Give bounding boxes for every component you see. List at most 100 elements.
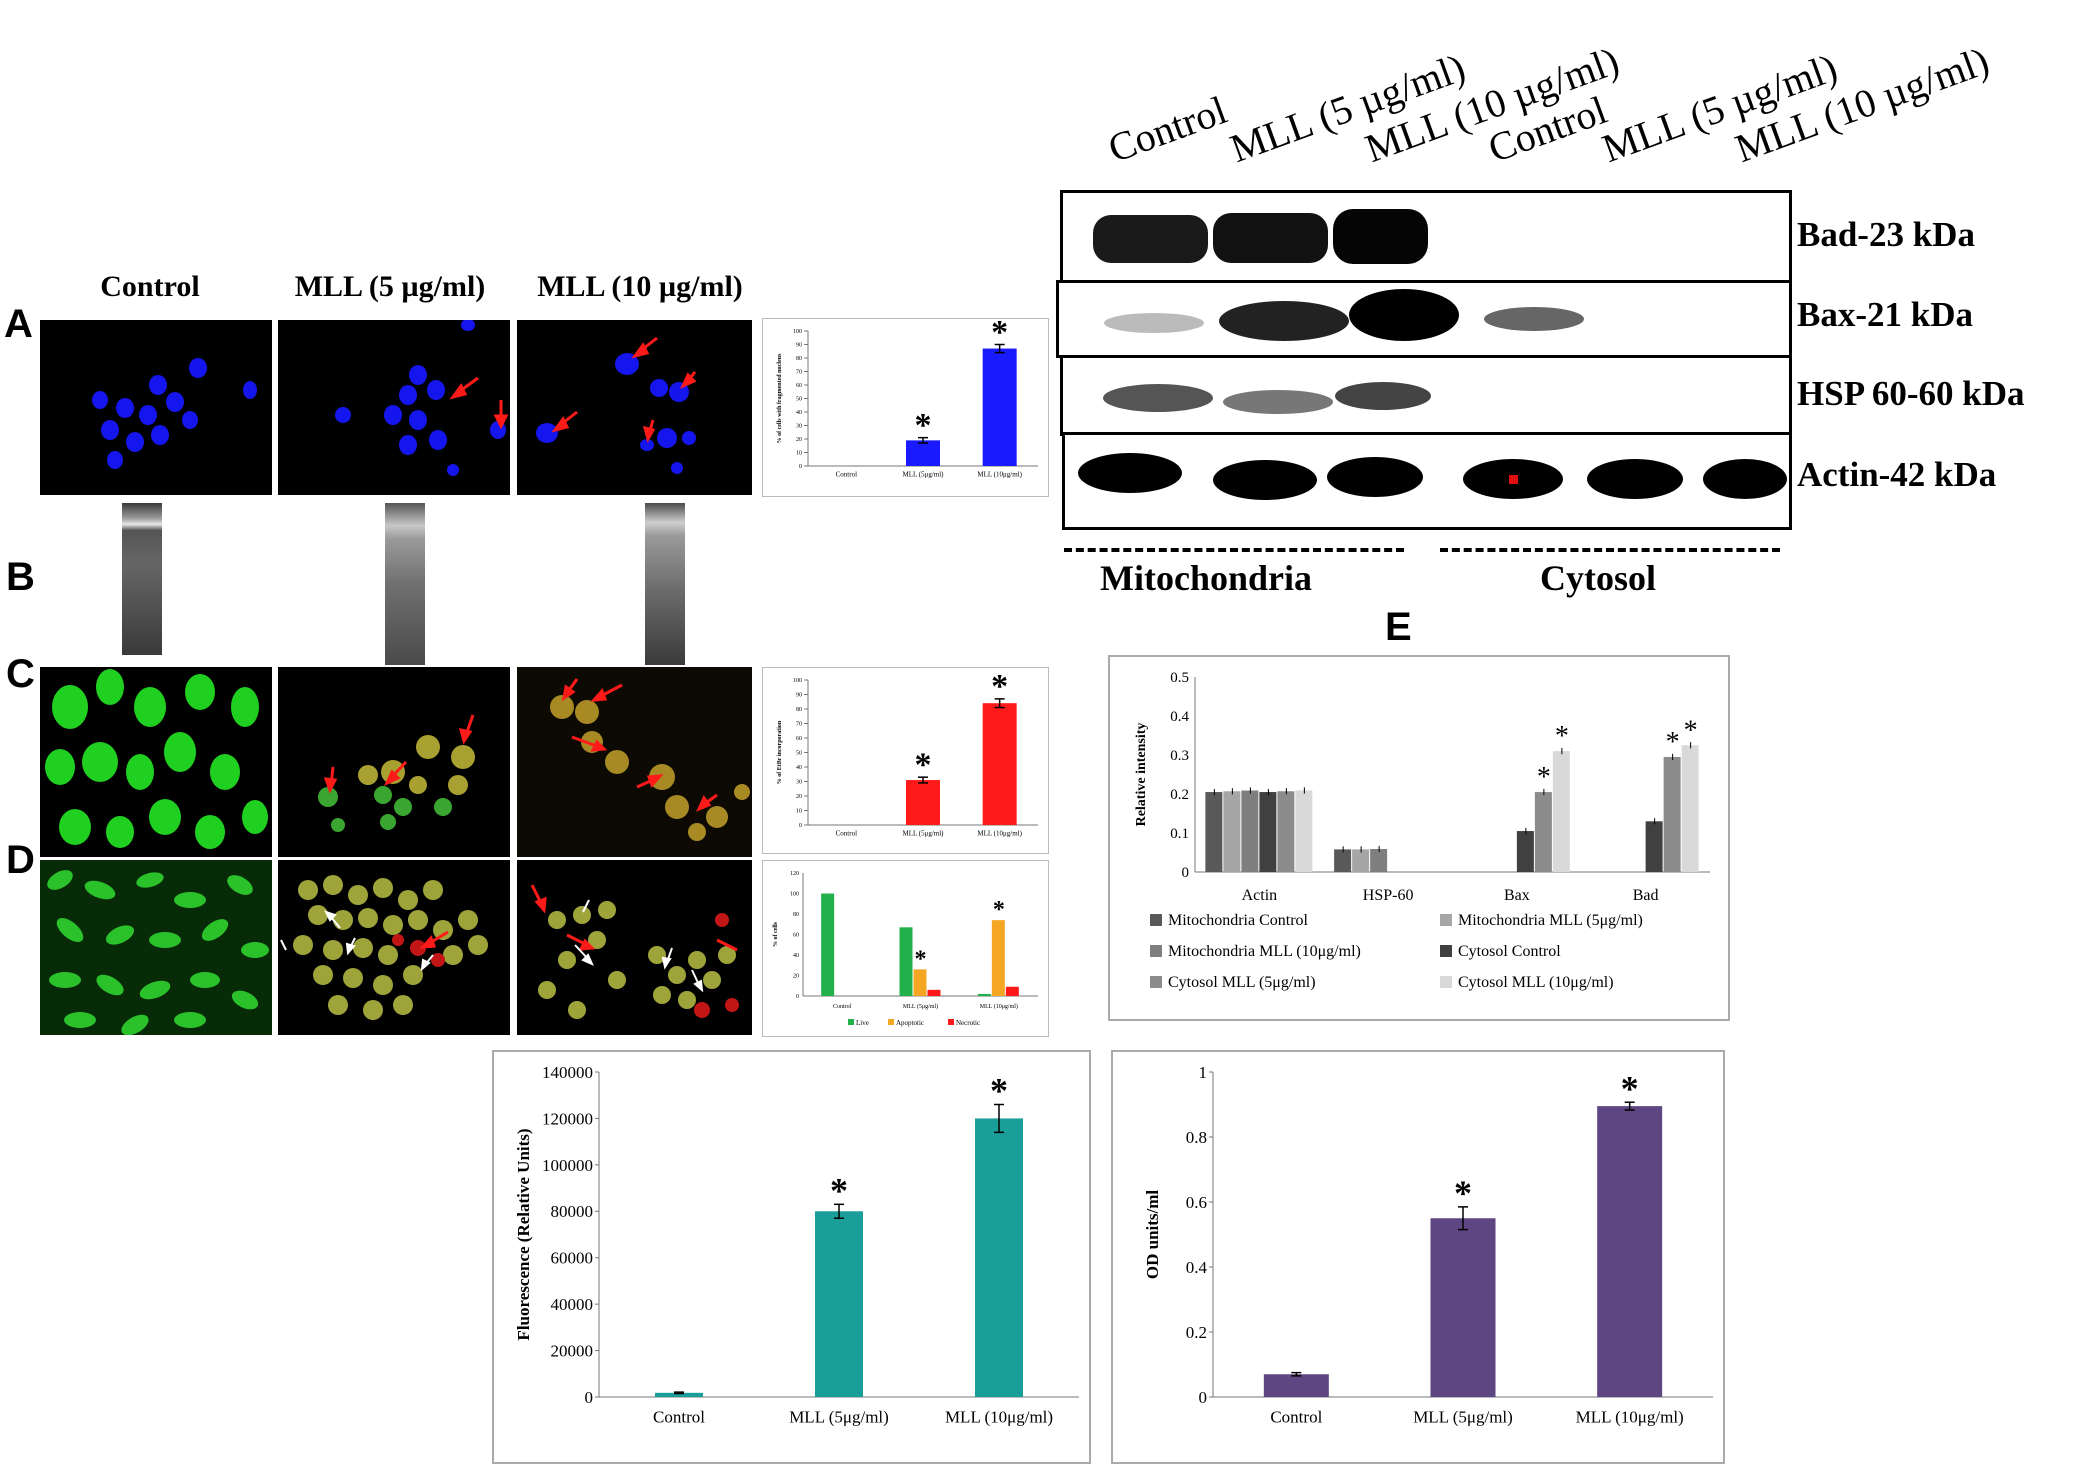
significance-mark: * [991,668,1008,705]
micrograph-c-control [40,667,272,857]
bar [1263,1374,1329,1397]
significance-mark: * [915,946,927,972]
y-tick-label: 100 [793,329,802,335]
legend-label: Mitochondria Control [1168,912,1309,929]
bar [1663,756,1681,872]
x-tick-label: MLL (10μg/ml) [980,1003,1018,1010]
legend-swatch [1440,914,1452,926]
micrograph-a-control [40,320,272,495]
legend-swatch [888,1019,894,1025]
blot-row-bad [1060,190,1792,283]
fraction-label-cytosol: Cytosol [1540,558,1656,598]
y-tick-label: 90 [796,343,802,349]
y-tick-label: 10 [796,809,802,815]
bar [982,703,1017,825]
nuclei-image [536,336,697,474]
x-tick-label: MLL (10μg/ml) [1576,1408,1684,1427]
chart-e-container: 0 0.1 0.2 0.3 0.4 0.5 Relative intensity Actin H… [1108,655,1730,1021]
blot-bands [1078,453,1787,500]
legend-swatch [848,1019,854,1025]
x-tick-label: MLL (5μg/ml) [1413,1408,1513,1427]
bar [982,348,1017,466]
y-tick-label: 20 [793,974,799,980]
legend-swatch [1440,976,1452,988]
cytosol-divider [1440,548,1780,552]
legend-swatch [1150,976,1162,988]
y-axis-label: OD units/ml [1143,1190,1162,1280]
mitochondria-divider [1064,548,1404,552]
panel-letter-a: A [4,302,33,346]
y-tick-label: 0.1 [1170,826,1189,842]
legend-label: Apoptotic [896,1019,924,1027]
y-axis-label: Fluorescence (Relative Units) [514,1128,533,1340]
x-tick-label: Bax [1504,887,1530,904]
y-tick-label: 0 [796,994,799,1000]
y-tick-label: 120 [790,871,799,877]
y-tick-label: 60 [796,736,802,742]
significance-mark: * [915,746,932,783]
blot-bands [1103,382,1431,414]
panel-letter-c: C [6,652,35,696]
legend-label: Live [856,1019,869,1027]
bar [1645,821,1663,872]
x-tick-label: MLL (10μg/ml) [945,1408,1053,1427]
bar-apoptotic [913,969,927,996]
bar-necrotic [1005,986,1019,996]
blot-lane-label: Control [1102,86,1233,172]
panel-letter-d: D [6,838,35,882]
x-tick-label: Control [836,471,857,479]
y-tick-label: 60 [796,383,802,389]
y-tick-label: 40 [796,765,802,771]
y-tick-label: 140000 [542,1063,593,1082]
x-tick-label: MLL (5μg/ml) [902,471,944,479]
bar-apoptotic [991,920,1005,996]
bar [1241,790,1259,872]
significance-mark: * [990,1071,1008,1111]
blot-label-actin: Actin-42 kDa [1797,455,1997,494]
nuclei-image [92,358,257,469]
y-tick-label: 50 [796,397,802,403]
chart-c: 0 10 20 30 40 50 60 70 80 90 100 % of EtBr incorpor… [777,668,1038,838]
y-tick-label: 90 [796,693,802,699]
chart-a: 0 10 20 30 40 50 60 70 80 90 100 % of cells with fr… [777,314,1038,479]
bar [1352,849,1370,872]
cells-image [47,870,269,1035]
y-tick-label: 80000 [551,1202,594,1221]
bar [1597,1106,1663,1397]
y-tick-label: 40000 [551,1295,594,1314]
legend-swatch [1150,914,1162,926]
y-tick-label: 0.5 [1170,670,1189,686]
legend-label: Cytosol MLL (10μg/ml) [1458,974,1614,991]
cells-image [550,678,750,841]
column-header-mll5: MLL (5 µg/ml) [294,270,486,303]
significance-mark: * [1684,715,1698,746]
chart-f: 0 20000 40000 60000 80000 100000 120000 140000 F… [514,1063,1079,1427]
y-tick-label: 10 [796,451,802,457]
y-tick-label: 0 [1182,865,1190,881]
bar [1516,831,1534,872]
y-tick-label: 0.4 [1186,1258,1208,1277]
dna-gel-mll5 [385,503,425,665]
bar [1370,848,1388,872]
panel-letter-b: B [6,555,35,599]
chart-e: 0 0.1 0.2 0.3 0.4 0.5 Relative intensity Actin H… [1134,670,1710,991]
micrograph-a-mll10 [517,320,752,495]
blot-row-actin [1062,432,1792,530]
legend-swatch [948,1019,954,1025]
bar [906,440,940,466]
bar [1334,849,1352,872]
y-tick-label: 40 [793,953,799,959]
micrograph-c-mll10 [517,667,752,857]
blot-row-hsp60 [1060,355,1792,436]
y-tick-label: 0.2 [1170,787,1189,803]
bar-live [821,893,835,996]
column-header-mll10: MLL (10 µg/ml) [537,270,743,303]
y-tick-label: 0 [1199,1388,1208,1407]
y-tick-label: 100000 [542,1156,593,1175]
legend-label: Mitochondria MLL (10μg/ml) [1168,943,1361,960]
y-tick-label: 20 [796,794,802,800]
x-tick-label: MLL (5μg/ml) [903,1003,938,1010]
x-tick-label: MLL (5μg/ml) [902,830,944,838]
cells-image [45,669,268,849]
bar [975,1118,1023,1397]
